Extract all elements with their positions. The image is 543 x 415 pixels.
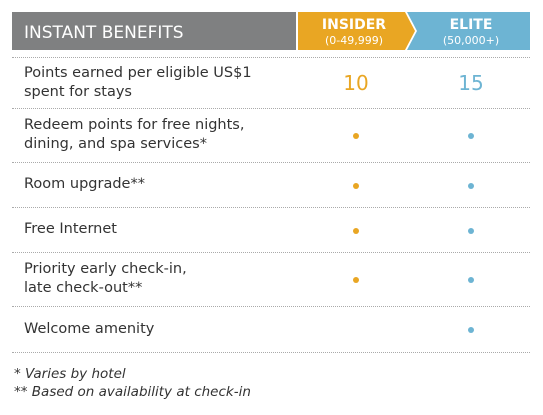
- availability-dot: [353, 227, 359, 234]
- availability-dot: [468, 133, 474, 139]
- benefit-text: spent for stays: [24, 83, 132, 100]
- benefit-text: Welcome amenity: [24, 320, 155, 337]
- header-title: INSTANT BENEFITS: [24, 23, 184, 43]
- benefit-text: Free Internet: [24, 221, 117, 237]
- availability-dot: [353, 277, 359, 283]
- benefit-text: dining, and spa services*: [24, 136, 207, 152]
- tier-name: ELITE: [450, 17, 493, 33]
- availability-dot: [353, 133, 359, 139]
- benefit-text: late check-out**: [24, 280, 143, 296]
- availability-dot: [468, 182, 474, 189]
- insider-tab: [298, 12, 415, 50]
- tier-name: INSIDER: [322, 17, 386, 33]
- row-separator: [12, 207, 530, 208]
- row-separator: [12, 108, 530, 109]
- header-bar: [12, 12, 296, 50]
- tier-value: 15: [458, 70, 484, 95]
- row-separator: [12, 57, 530, 58]
- availability-dot: [468, 227, 474, 234]
- row-separator: [12, 306, 530, 307]
- benefit-text: Redeem points for free nights,: [24, 117, 245, 133]
- tier-value: 10: [343, 70, 369, 95]
- elite-tab: [407, 12, 530, 50]
- benefit-text: Points earned per eligible US$1: [24, 64, 252, 81]
- availability-dot: [468, 327, 474, 333]
- benefit-text: Priority early check-in,: [24, 261, 187, 277]
- footnote: * Varies by hotel: [14, 366, 126, 382]
- header-shapes: INSTANT BENEFITS INSIDER (0-49,999) ELIT…: [12, 12, 530, 50]
- benefit-text: Room upgrade**: [24, 176, 145, 192]
- availability-dot: [353, 182, 359, 189]
- row-separator: [12, 352, 530, 353]
- footnote: ** Based on availability at check-in: [14, 384, 251, 400]
- row-separator: [12, 252, 530, 253]
- tier-range: (50,000+): [443, 34, 499, 47]
- tier-range: (0-49,999): [325, 34, 383, 47]
- availability-dot: [468, 277, 474, 283]
- row-separator: [12, 162, 530, 163]
